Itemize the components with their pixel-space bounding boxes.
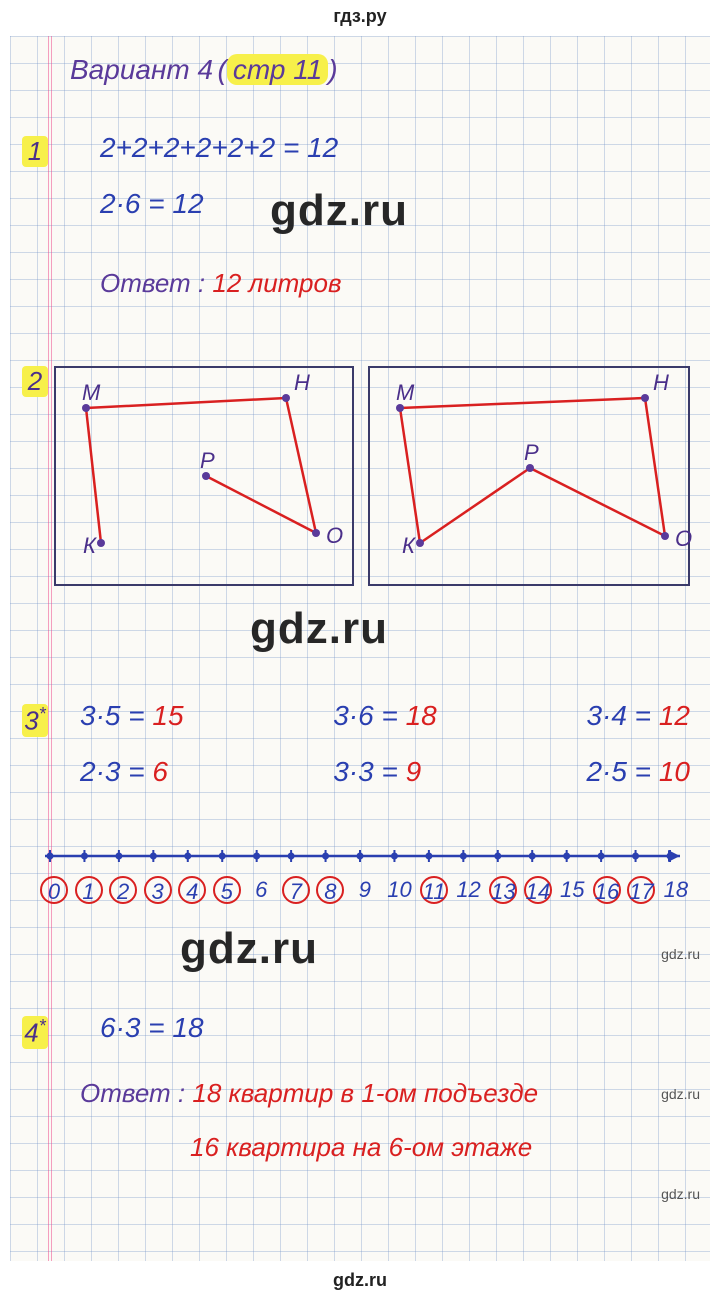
task1-answer: Ответ : 12 литров [100, 268, 342, 299]
numberline-num: 6 [247, 876, 275, 904]
numberline-num: 18 [662, 876, 690, 904]
task4-star: * [39, 1016, 46, 1036]
task4-answer-l1: Ответ : 18 квартир в 1-ом подъезде [80, 1078, 538, 1109]
watermark-3: gdz.ru [180, 924, 318, 974]
task4-eq: 6·3 = 18 [100, 1012, 204, 1044]
numberline-num: 16 [593, 876, 621, 904]
numberline-num: 9 [351, 876, 379, 904]
numberline-labels: 0123456789101112131415161718 [40, 876, 690, 904]
task2-figure-open: МНРКО [54, 366, 354, 586]
site-footer: gdz.ru [0, 1270, 720, 1291]
watermark-2: gdz.ru [250, 604, 388, 654]
numberline-num: 1 [75, 876, 103, 904]
watermark-1: gdz.ru [270, 186, 408, 236]
watermark-small-2: gdz.ru [661, 1086, 700, 1102]
task1-eq1-rhs: 12 [307, 132, 338, 163]
task4-eq-lhs: 6·3 = [100, 1012, 172, 1043]
task3-eq: 3·6 = 18 [333, 700, 437, 732]
numberline-num: 3 [144, 876, 172, 904]
numberline-num: 4 [178, 876, 206, 904]
task4-eq-rhs: 18 [172, 1012, 203, 1043]
task4-answer-value1: 18 квартир в 1-ом подъезде [192, 1078, 538, 1108]
task1-eq1: 2+2+2+2+2+2 = 12 [100, 132, 338, 164]
task4-answer-l2: 16 квартира на 6-ом этаже [190, 1132, 532, 1163]
numberline-num: 11 [420, 876, 448, 904]
task3-star: * [39, 704, 46, 724]
numberline-num: 0 [40, 876, 68, 904]
task2-number: 2 [22, 366, 48, 397]
task1-eq1-lhs: 2+2+2+2+2+2 = [100, 132, 307, 163]
numberline-num: 10 [385, 876, 413, 904]
numberline-num: 13 [489, 876, 517, 904]
task1-answer-value: 12 литров [212, 268, 341, 298]
numberline-num: 12 [455, 876, 483, 904]
numberline-num: 5 [213, 876, 241, 904]
task3-eq: 2·3 = 6 [80, 756, 168, 788]
numberline-num: 8 [316, 876, 344, 904]
page-title: Вариант 4 (стр 11) [70, 54, 338, 86]
task1-eq2-rhs: 12 [172, 188, 203, 219]
task3-eq: 3·3 = 9 [333, 756, 421, 788]
task1-eq2-lhs: 2·6 = [100, 188, 172, 219]
task3-eq: 3·4 = 12 [586, 700, 690, 732]
watermark-small-3: gdz.ru [661, 1186, 700, 1202]
numberline-num: 15 [558, 876, 586, 904]
task3-eq: 3·5 = 15 [80, 700, 184, 732]
task4-number: 4* [22, 1016, 48, 1049]
task1-answer-label: Ответ : [100, 268, 205, 298]
task4-answer-label: Ответ : [80, 1078, 185, 1108]
task3-eq: 2·5 = 10 [586, 756, 690, 788]
variant-label: Вариант 4 [70, 54, 213, 85]
task4-num-digit: 4 [24, 1018, 38, 1048]
task3-numberline: 0123456789101112131415161718 [40, 836, 690, 904]
task3-number: 3* [22, 704, 48, 737]
margin-line [48, 36, 52, 1261]
watermark-small-1: gdz.ru [661, 946, 700, 962]
task2-figure-closed: МНРКО [368, 366, 690, 586]
numberline-num: 17 [627, 876, 655, 904]
page-ref-highlight: стр 11 [227, 54, 328, 85]
page-ref: (стр 11) [218, 54, 338, 85]
numberline-num: 14 [524, 876, 552, 904]
site-header: гдз.ру [0, 6, 720, 27]
task3-num-digit: 3 [24, 706, 38, 736]
numberline-axis [40, 836, 690, 876]
notebook-page: Вариант 4 (стр 11) 1 2+2+2+2+2+2 = 12 2·… [10, 36, 710, 1261]
task1-eq2: 2·6 = 12 [100, 188, 204, 220]
task3-row1: 3·5 = 15 3·6 = 18 3·4 = 12 [80, 700, 690, 732]
task1-number: 1 [22, 136, 48, 167]
numberline-num: 7 [282, 876, 310, 904]
task3-row2: 2·3 = 6 3·3 = 9 2·5 = 10 [80, 756, 690, 788]
numberline-num: 2 [109, 876, 137, 904]
